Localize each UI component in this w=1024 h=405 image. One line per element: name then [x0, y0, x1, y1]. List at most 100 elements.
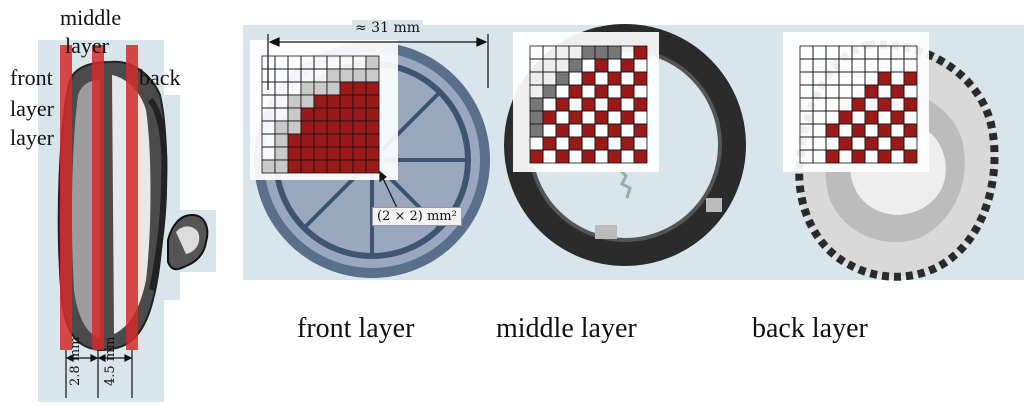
grid-cell [300, 133, 315, 148]
grid-cell [365, 159, 380, 174]
grid-cell [339, 159, 354, 174]
grid-cell [274, 120, 289, 135]
grid-cell [352, 133, 367, 148]
grid-cell [568, 136, 583, 151]
label-layer-2: layer [10, 125, 54, 150]
grid-cell [287, 94, 302, 109]
thickness-1-value: 2.8 [68, 365, 83, 386]
grid-cell [620, 84, 635, 99]
grid-cell [352, 146, 367, 161]
label-middle-line1: middle [60, 5, 122, 30]
grid-cell [365, 120, 380, 135]
grid-cell [261, 159, 276, 174]
grid-cell [890, 136, 905, 151]
middle-layer-strip [92, 45, 104, 350]
grid-cell [287, 133, 302, 148]
grid-cell [594, 45, 609, 60]
grid-cell [633, 97, 648, 112]
grid-cell [313, 120, 328, 135]
grid-cell [529, 97, 544, 112]
grid-cell [903, 123, 918, 138]
cell-size-label: (2 × 2) mm² [372, 207, 462, 226]
cell-size-pointer [379, 170, 399, 211]
grid-cell [877, 149, 892, 164]
grid-cell [555, 71, 570, 86]
grid-cell [594, 110, 609, 125]
grid-cell [581, 149, 596, 164]
caption-middle-layer: middle layer [496, 313, 637, 344]
grid-cell [581, 71, 596, 86]
grid-cell [326, 159, 341, 174]
grid-cell [864, 110, 879, 125]
grid-cell [365, 146, 380, 161]
grid-cell [326, 81, 341, 96]
grid-cell [352, 81, 367, 96]
grid-cell [339, 120, 354, 135]
grid-cell [352, 120, 367, 135]
grid-cell [529, 149, 544, 164]
thickness-1-unit: mm [68, 336, 83, 362]
grid-cell [581, 97, 596, 112]
thickness-dimensions [65, 350, 133, 398]
grid-cell [851, 123, 866, 138]
grid-cell [365, 133, 380, 148]
grid-cell [365, 81, 380, 96]
grid-cell [352, 107, 367, 122]
thickness-1-label: 2.8 mm [68, 337, 83, 386]
grid-cell [352, 159, 367, 174]
grid-cell [890, 84, 905, 99]
grid-cell [313, 133, 328, 148]
grid-cell [903, 97, 918, 112]
grid-cell [851, 97, 866, 112]
grid-cell [568, 58, 583, 73]
grid-cell [555, 97, 570, 112]
grid-cell [274, 133, 289, 148]
grid-cell [365, 55, 380, 70]
grid-cell [287, 120, 302, 135]
grid-cell [542, 136, 557, 151]
grid-cell [339, 133, 354, 148]
grid-cell [607, 97, 622, 112]
label-back: back [139, 65, 181, 90]
grid-cell [313, 107, 328, 122]
label-front: front [10, 65, 53, 90]
grid-cell [287, 107, 302, 122]
grid-cell [274, 159, 289, 174]
grid-cell [633, 123, 648, 138]
grid-cell [607, 71, 622, 86]
grid-cell [568, 84, 583, 99]
grid-cell [903, 71, 918, 86]
grid-cell [274, 146, 289, 161]
grid-cell [620, 136, 635, 151]
back-grid-overlay [783, 32, 929, 172]
caption-back-layer: back layer [752, 313, 868, 344]
grid-cell [300, 120, 315, 135]
grid-cell [877, 71, 892, 86]
thickness-2-value: 4.5 [103, 365, 118, 386]
caption-front-layer: front layer [297, 313, 415, 344]
grid-cell [581, 123, 596, 138]
grid-cell [529, 110, 544, 125]
grid-cell [555, 123, 570, 138]
grid-cell [300, 146, 315, 161]
grid-cell [326, 133, 341, 148]
grid-cell [313, 159, 328, 174]
grid-cell [313, 94, 328, 109]
grid-cell [287, 146, 302, 161]
grid-cell [838, 110, 853, 125]
front-grid-overlay [250, 40, 398, 180]
grid-cell [568, 110, 583, 125]
grid-cell [825, 123, 840, 138]
grid-cell [326, 107, 341, 122]
grid-cell [542, 110, 557, 125]
grid-cell [300, 94, 315, 109]
grid-cell [300, 159, 315, 174]
label-middle-line2: layer [65, 33, 109, 58]
grid-cell [287, 159, 302, 174]
grid-cell [864, 136, 879, 151]
grid-cell [594, 136, 609, 151]
label-layer-1: layer [10, 96, 54, 121]
grid-cell [555, 149, 570, 164]
grid-cell [326, 68, 341, 83]
grid-cell [607, 149, 622, 164]
